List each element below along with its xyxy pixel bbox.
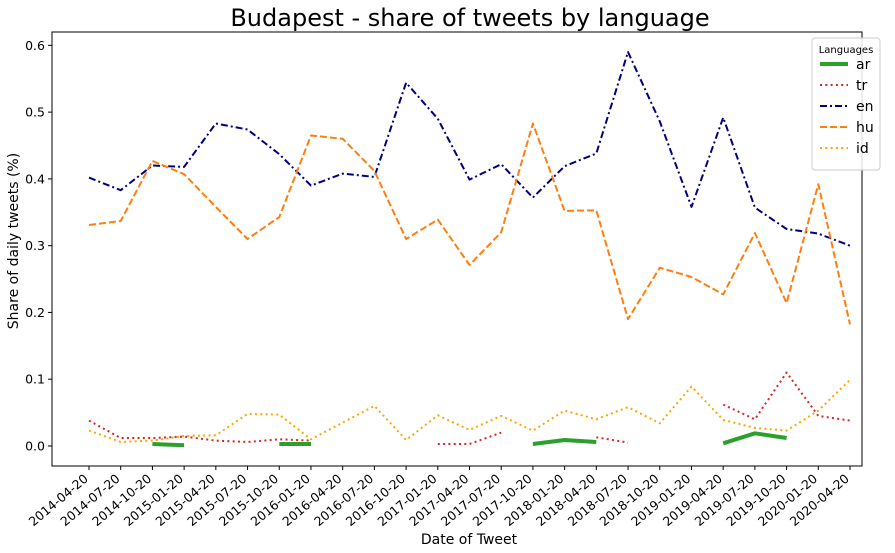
y-tick-label: 0.1	[25, 372, 45, 387]
y-tick-label: 0.0	[25, 438, 45, 453]
chart-title: Budapest - share of tweets by language	[230, 4, 709, 32]
legend-label-hu: hu	[856, 120, 874, 136]
series-line-ar	[532, 438, 597, 446]
legend-title: Languages	[819, 45, 874, 56]
series-line-id	[88, 379, 851, 443]
y-tick-label: 0.2	[25, 305, 45, 320]
series-tr	[88, 371, 851, 445]
series-line-hu	[88, 122, 851, 325]
series-line-ar	[722, 431, 787, 446]
y-axis: 0.0 0.1 0.2 0.3 0.4 0.5 0.6	[25, 38, 52, 453]
series-line-en	[88, 51, 851, 247]
y-axis-label: Share of daily tweets (%)	[6, 153, 22, 329]
y-tick-label: 0.3	[25, 238, 45, 253]
series-en	[88, 51, 851, 247]
series-layer	[88, 51, 851, 448]
y-tick-label: 0.6	[25, 38, 45, 53]
legend-label-tr: tr	[856, 78, 867, 94]
plot-frame	[51, 31, 863, 467]
series-line-tr	[722, 371, 851, 422]
y-tick-label: 0.5	[25, 105, 45, 120]
legend-label-id: id	[856, 141, 869, 157]
y-tick-label: 0.4	[25, 171, 45, 186]
legend-box	[811, 37, 881, 171]
series-ar	[152, 431, 787, 448]
series-line-tr	[596, 436, 629, 444]
legend-label-en: en	[856, 99, 874, 115]
series-line-tr	[437, 431, 502, 445]
series-line-ar	[152, 442, 185, 448]
legend-label-ar: ar	[856, 57, 871, 73]
series-hu	[88, 122, 851, 325]
plot-area	[51, 31, 863, 467]
series-id	[88, 379, 851, 443]
x-axis: 2014-04-202014-07-202014-10-202015-01-20…	[26, 466, 852, 529]
x-axis-label: Date of Tweet	[421, 532, 518, 548]
series-line-tr	[88, 419, 312, 443]
